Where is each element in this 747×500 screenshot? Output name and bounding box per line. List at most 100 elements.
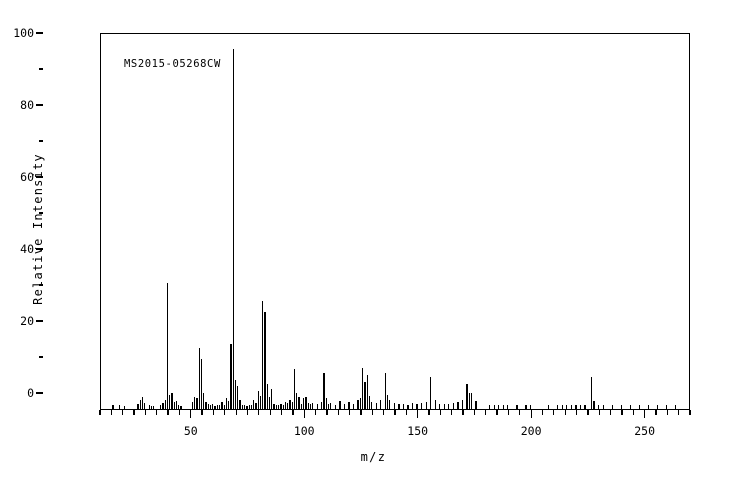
spectrum-peak	[611, 405, 613, 409]
spectrum-peak	[305, 396, 307, 409]
spectrum-peak	[196, 398, 198, 409]
x-tick-minor	[246, 410, 249, 415]
y-tick-minor	[38, 284, 43, 286]
spectrum-peak	[416, 403, 418, 409]
spectrum-peak	[214, 406, 216, 409]
x-tick-major	[417, 410, 419, 418]
spectrum-peak	[284, 401, 287, 409]
x-tick-minor	[462, 410, 464, 415]
x-tick-minor	[689, 410, 691, 415]
x-tick-minor	[678, 410, 680, 415]
spectrum-peak	[302, 398, 305, 409]
spectrum-peak	[675, 405, 677, 409]
spectrum-peak	[293, 369, 296, 409]
y-tick-label: 0	[27, 386, 34, 400]
x-tick-minor	[439, 410, 442, 415]
plot-frame	[100, 33, 690, 410]
x-tick-minor	[621, 410, 623, 415]
spectrum-peak	[420, 402, 423, 409]
spectrum-peak	[246, 406, 248, 409]
spectrum-peak	[178, 405, 180, 409]
x-tick-minor	[394, 410, 396, 415]
x-tick-minor	[326, 410, 328, 415]
spectrum-peak	[259, 396, 262, 409]
spectrum-peak	[173, 401, 175, 409]
spectrum-peak	[278, 405, 280, 409]
spectrum-peak	[597, 404, 600, 409]
spectrum-peak	[439, 403, 441, 409]
spectrum-peak	[591, 376, 593, 409]
spectrum-peak	[389, 400, 391, 409]
x-tick-minor	[519, 410, 521, 415]
spectrum-peak	[470, 392, 473, 409]
spectrum-peak	[557, 405, 559, 409]
x-tick-minor	[564, 410, 566, 415]
spectrum-peak	[384, 373, 386, 409]
x-tick-label: 200	[520, 424, 542, 438]
spectrum-peak	[525, 404, 527, 409]
spectrum-peak	[366, 374, 368, 409]
x-tick-minor	[507, 410, 510, 415]
x-tick-minor	[122, 410, 124, 415]
x-tick-label: 100	[293, 424, 315, 438]
spectrum-peak	[443, 403, 445, 409]
x-tick-minor	[167, 410, 169, 415]
spectrum-peak	[566, 405, 568, 409]
x-tick-label: 50	[183, 424, 198, 438]
y-tick-minor	[38, 356, 43, 358]
x-tick-major	[303, 410, 305, 418]
spectrum-peak	[160, 405, 162, 409]
spectrum-peak	[375, 403, 377, 409]
x-tick-minor	[144, 410, 147, 415]
spectrum-peak	[123, 406, 125, 409]
x-tick-minor	[598, 410, 600, 415]
spectrum-peak	[602, 405, 604, 409]
x-tick-minor	[99, 410, 101, 415]
x-tick-minor	[496, 410, 498, 415]
spectrum-peak	[166, 283, 169, 409]
spectrum-peak	[321, 401, 323, 409]
spectrum-peak	[386, 394, 389, 409]
spectrum-peak	[221, 401, 223, 409]
y-tick-label: 100	[13, 26, 34, 40]
spectrum-peak	[393, 402, 396, 409]
spectrum-peak	[148, 405, 150, 409]
spectrum-peak	[112, 404, 114, 409]
x-tick-minor	[133, 410, 135, 415]
spectrum-peak	[411, 402, 414, 409]
spectrum-peak	[361, 367, 364, 409]
spectrum-peak	[380, 400, 382, 409]
sample-id-label: MS2015-05268CW	[124, 58, 221, 70]
spectrum-peak	[239, 400, 241, 409]
spectrum-peak	[194, 396, 196, 409]
spectrum-peak	[230, 344, 232, 409]
y-tick-major	[36, 248, 43, 250]
spectrum-peak	[368, 396, 371, 409]
spectrum-peak	[275, 405, 278, 409]
spectrum-peak	[309, 403, 312, 409]
spectrum-peak	[237, 385, 239, 409]
spectrum-peak	[352, 403, 355, 409]
spectrum-peak	[137, 403, 139, 409]
spectrum-peak	[289, 399, 291, 409]
y-tick-minor	[38, 68, 43, 70]
spectrum-peak	[325, 398, 327, 409]
spectrum-peak	[255, 402, 257, 409]
spectrum-peak	[493, 405, 495, 409]
spectrum-peak	[430, 376, 432, 409]
x-tick-minor	[371, 410, 373, 415]
spectrum-peak	[248, 404, 250, 409]
spectrum-peak	[287, 403, 289, 409]
x-tick-minor	[553, 410, 555, 415]
spectrum-peak	[266, 383, 268, 409]
x-tick-minor	[451, 410, 453, 415]
x-tick-minor	[655, 410, 657, 415]
y-tick-label: 80	[20, 98, 34, 112]
x-tick-minor	[541, 410, 544, 415]
spectrum-peak	[334, 404, 337, 409]
y-axis-title: Relative Intensity	[31, 153, 45, 305]
spectrum-peak	[268, 397, 271, 409]
x-tick-minor	[201, 410, 203, 415]
spectrum-peak	[371, 401, 373, 409]
spectrum-peak	[203, 393, 205, 409]
